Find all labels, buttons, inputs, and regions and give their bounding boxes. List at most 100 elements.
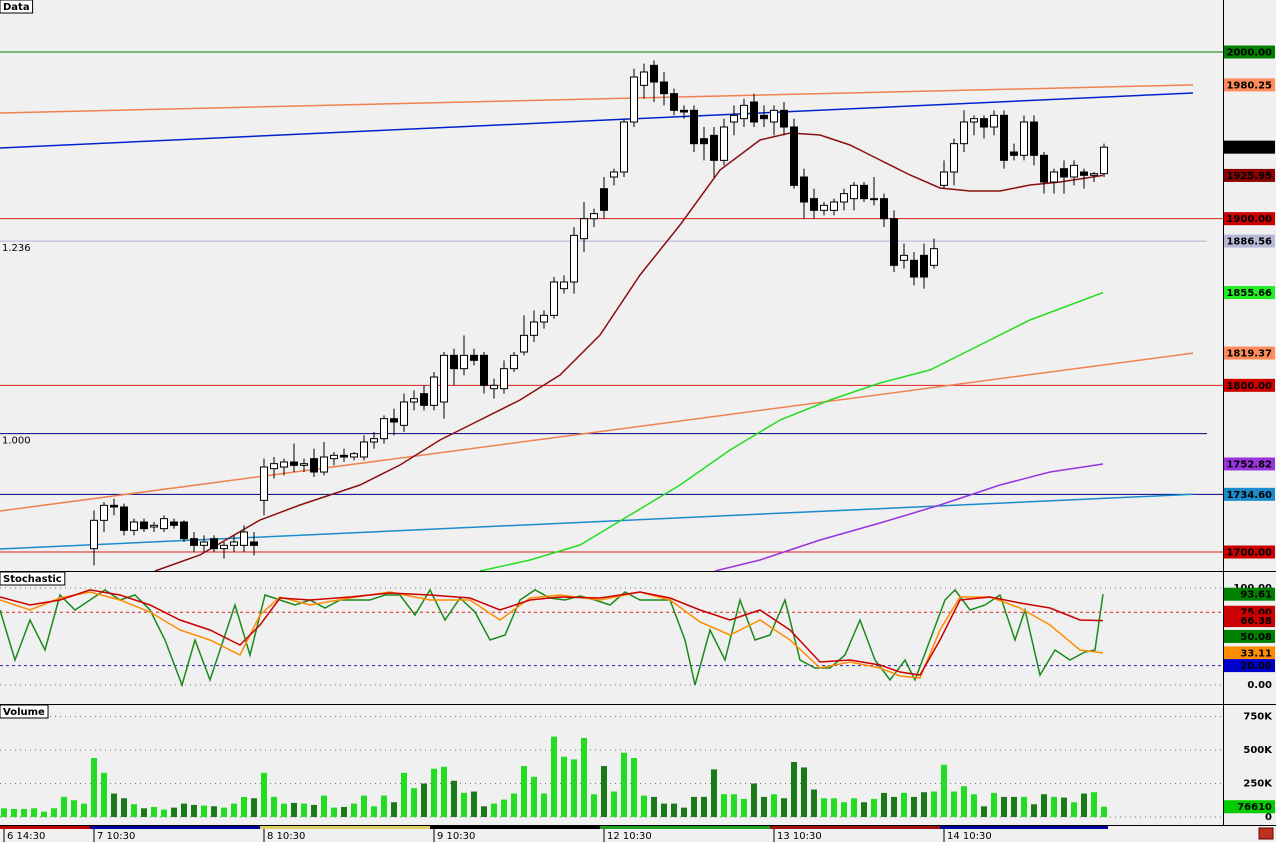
volume-bar — [681, 807, 687, 817]
price-plot: 1.236 1.000 — [0, 51, 1223, 571]
volume-bar — [931, 791, 937, 817]
candle-body — [90, 519, 98, 550]
volume-bar — [731, 794, 737, 817]
candle-body — [780, 109, 788, 128]
candle-body — [970, 118, 978, 123]
candle-body — [270, 463, 278, 470]
candle-body — [590, 213, 598, 220]
candle-body — [180, 521, 188, 540]
price-tag — [1224, 800, 1275, 814]
price-tag — [1224, 629, 1275, 643]
panel-title: Volume — [3, 707, 45, 718]
volume-bar — [1061, 797, 1067, 817]
candle-body — [1090, 173, 1098, 176]
candle-body — [420, 393, 428, 406]
candle-body — [570, 234, 578, 283]
volume-bar — [131, 804, 137, 817]
price-tag — [1224, 346, 1275, 360]
volume-bar — [481, 806, 487, 817]
volume-bar — [351, 803, 357, 817]
candle-body — [690, 109, 698, 145]
volume-bar — [81, 803, 87, 817]
volume-bar — [301, 803, 307, 817]
price-tag — [1224, 587, 1275, 601]
candle-body — [490, 384, 498, 390]
session-bar — [260, 826, 430, 829]
candle-body — [720, 126, 728, 161]
candle-body — [120, 506, 128, 531]
candle-body — [760, 114, 768, 120]
volume-bar — [11, 808, 17, 817]
volume-bar — [291, 802, 297, 817]
volume-bar — [881, 792, 887, 817]
series-line — [479, 291, 1104, 571]
volume-bar — [971, 794, 977, 817]
y-tick-label: 0 — [1265, 812, 1272, 823]
volume-bar — [781, 798, 787, 817]
volume-bar — [761, 796, 767, 817]
price-tag — [1224, 659, 1275, 673]
candle-body — [470, 354, 478, 361]
volume-bar — [591, 794, 597, 817]
candle-body — [920, 254, 928, 278]
volume-bar — [151, 806, 157, 817]
price-tag-label: 1886.56 — [1226, 237, 1272, 248]
candle-body — [450, 354, 458, 370]
volume-bar — [671, 803, 677, 817]
volume-bar — [801, 767, 807, 817]
panel-title-box — [0, 571, 66, 586]
panel-title-box — [0, 704, 49, 719]
volume-bar — [321, 795, 327, 817]
series-line — [0, 92, 1194, 149]
volume-bar — [451, 780, 457, 817]
candle-body — [960, 121, 968, 145]
volume-bar — [261, 772, 267, 817]
candle-body — [1100, 146, 1108, 175]
candle-body — [620, 121, 628, 173]
volume-bar — [601, 766, 607, 817]
candle-body — [480, 354, 488, 386]
price-tag-label: 1752.82 — [1226, 459, 1272, 470]
volume-bar — [101, 772, 107, 817]
candle-body — [700, 138, 708, 145]
price-tag — [1224, 545, 1275, 559]
candle-body — [580, 218, 588, 240]
volume-bar — [981, 806, 987, 817]
candle-body — [930, 248, 938, 266]
candle-body — [680, 109, 688, 113]
volume-bar — [541, 793, 547, 817]
y-tick-label: 500K — [1243, 745, 1273, 756]
series-line — [0, 84, 1194, 114]
volume-bar — [411, 788, 417, 817]
volume-bar — [21, 808, 27, 817]
volume-bar — [371, 806, 377, 817]
volume-bar — [991, 792, 997, 817]
price-tag — [1224, 168, 1275, 182]
price-tag-label: 1900.00 — [1226, 214, 1272, 225]
candle-body — [710, 134, 718, 161]
candle-body — [370, 438, 378, 443]
price-tag — [1224, 78, 1275, 92]
volume-bar — [191, 804, 197, 817]
price-tag-label: 1925.95 — [1226, 171, 1272, 182]
candle-body — [320, 456, 328, 473]
candle-body — [390, 418, 398, 423]
volume-plot — [0, 715, 1223, 818]
candle-body — [990, 114, 998, 128]
volume-bar — [0, 808, 7, 817]
candle-body — [810, 198, 818, 211]
volume-bar — [91, 758, 97, 817]
volume-bar — [531, 776, 537, 817]
volume-bar — [1001, 796, 1007, 817]
volume-bar — [1011, 796, 1017, 817]
scroll-button[interactable] — [1258, 827, 1274, 840]
panel-title-box — [0, 0, 34, 14]
volume-bar — [31, 808, 37, 817]
candle-body — [310, 458, 318, 473]
price-tag — [1224, 45, 1275, 59]
candle-body — [1050, 171, 1058, 183]
candle-body — [140, 521, 148, 530]
candle-body — [1010, 151, 1018, 156]
candle-body — [940, 171, 948, 186]
candle-body — [560, 281, 568, 290]
